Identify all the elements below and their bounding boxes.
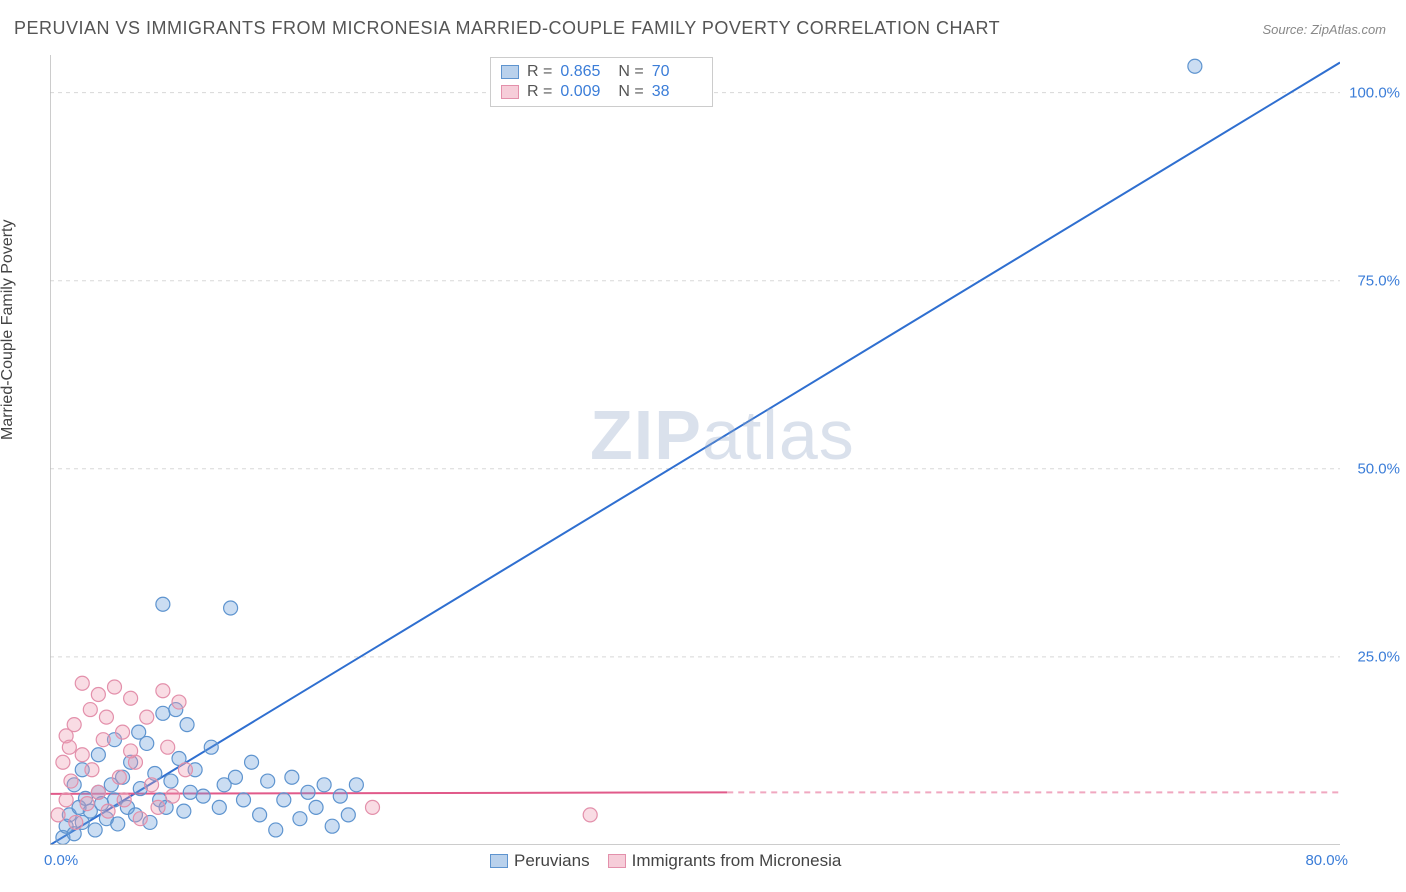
scatter-plot bbox=[50, 55, 1340, 845]
legend-item-micronesia: Immigrants from Micronesia bbox=[608, 851, 842, 871]
chart-title: PERUVIAN VS IMMIGRANTS FROM MICRONESIA M… bbox=[14, 18, 1000, 39]
legend-row-peruvians: R = 0.865 N = 70 bbox=[501, 62, 702, 82]
x-max-label: 80.0% bbox=[1305, 852, 1348, 869]
origin-label: 0.0% bbox=[44, 852, 78, 869]
chart-area: ZIPatlas R = 0.865 N = 70 R = 0.009 N = … bbox=[50, 55, 1340, 845]
legend-row-micronesia: R = 0.009 N = 38 bbox=[501, 82, 702, 102]
swatch-peruvians-icon bbox=[490, 854, 508, 868]
y-tick-label: 50.0% bbox=[1357, 460, 1400, 477]
y-tick-label: 75.0% bbox=[1357, 272, 1400, 289]
series-legend: Peruvians Immigrants from Micronesia bbox=[490, 851, 841, 871]
swatch-peruvians bbox=[501, 65, 519, 79]
swatch-micronesia-icon bbox=[608, 854, 626, 868]
swatch-micronesia bbox=[501, 85, 519, 99]
y-tick-label: 25.0% bbox=[1357, 648, 1400, 665]
y-axis-label: Married-Couple Family Poverty bbox=[0, 219, 17, 440]
legend-item-peruvians: Peruvians bbox=[490, 851, 590, 871]
correlation-legend: R = 0.865 N = 70 R = 0.009 N = 38 bbox=[490, 57, 713, 107]
y-tick-label: 100.0% bbox=[1349, 84, 1400, 101]
source-label: Source: ZipAtlas.com bbox=[1262, 22, 1386, 37]
